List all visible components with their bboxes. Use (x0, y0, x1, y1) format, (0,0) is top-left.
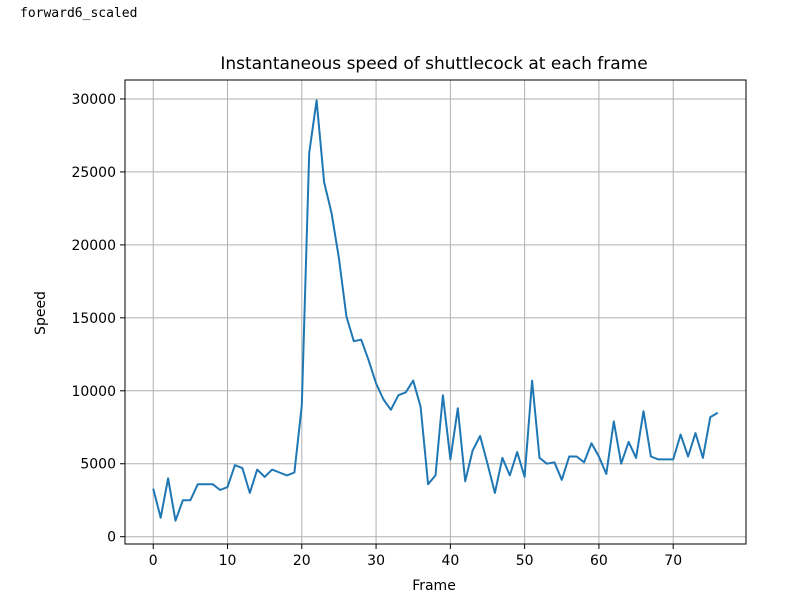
x-tick-label: 50 (516, 553, 534, 569)
plot-frame (124, 79, 747, 545)
x-tick-label: 10 (219, 553, 237, 569)
x-tick-label: 0 (149, 553, 158, 569)
y-tick-label: 30000 (71, 92, 116, 108)
y-tick-label: 0 (107, 530, 116, 546)
x-tick-label: 20 (293, 553, 311, 569)
x-tick-label: 40 (441, 553, 459, 569)
y-tick-label: 15000 (71, 311, 116, 327)
axis-ticks: 0 10 20 30 40 50 60 70 0 5000 10000 15000 20000 25000… (71, 92, 682, 569)
y-tick-label: 10000 (71, 384, 116, 400)
x-tick-label: 60 (590, 553, 608, 569)
cell-output-label: forward6_scaled (20, 6, 138, 21)
series-lines (152, 99, 719, 522)
x-tick-label: 70 (664, 553, 682, 569)
y-tick-label: 25000 (71, 165, 116, 181)
x-axis-label: Frame (412, 578, 456, 594)
chart-title: Instantaneous speed of shuttlecock at ea… (220, 54, 647, 74)
speed-series-line (152, 99, 719, 522)
y-axis-label: Speed (33, 291, 49, 335)
y-tick-label: 20000 (71, 238, 116, 254)
x-tick-label: 30 (367, 553, 385, 569)
y-tick-label: 5000 (80, 457, 116, 473)
grid-lines (125, 80, 746, 544)
